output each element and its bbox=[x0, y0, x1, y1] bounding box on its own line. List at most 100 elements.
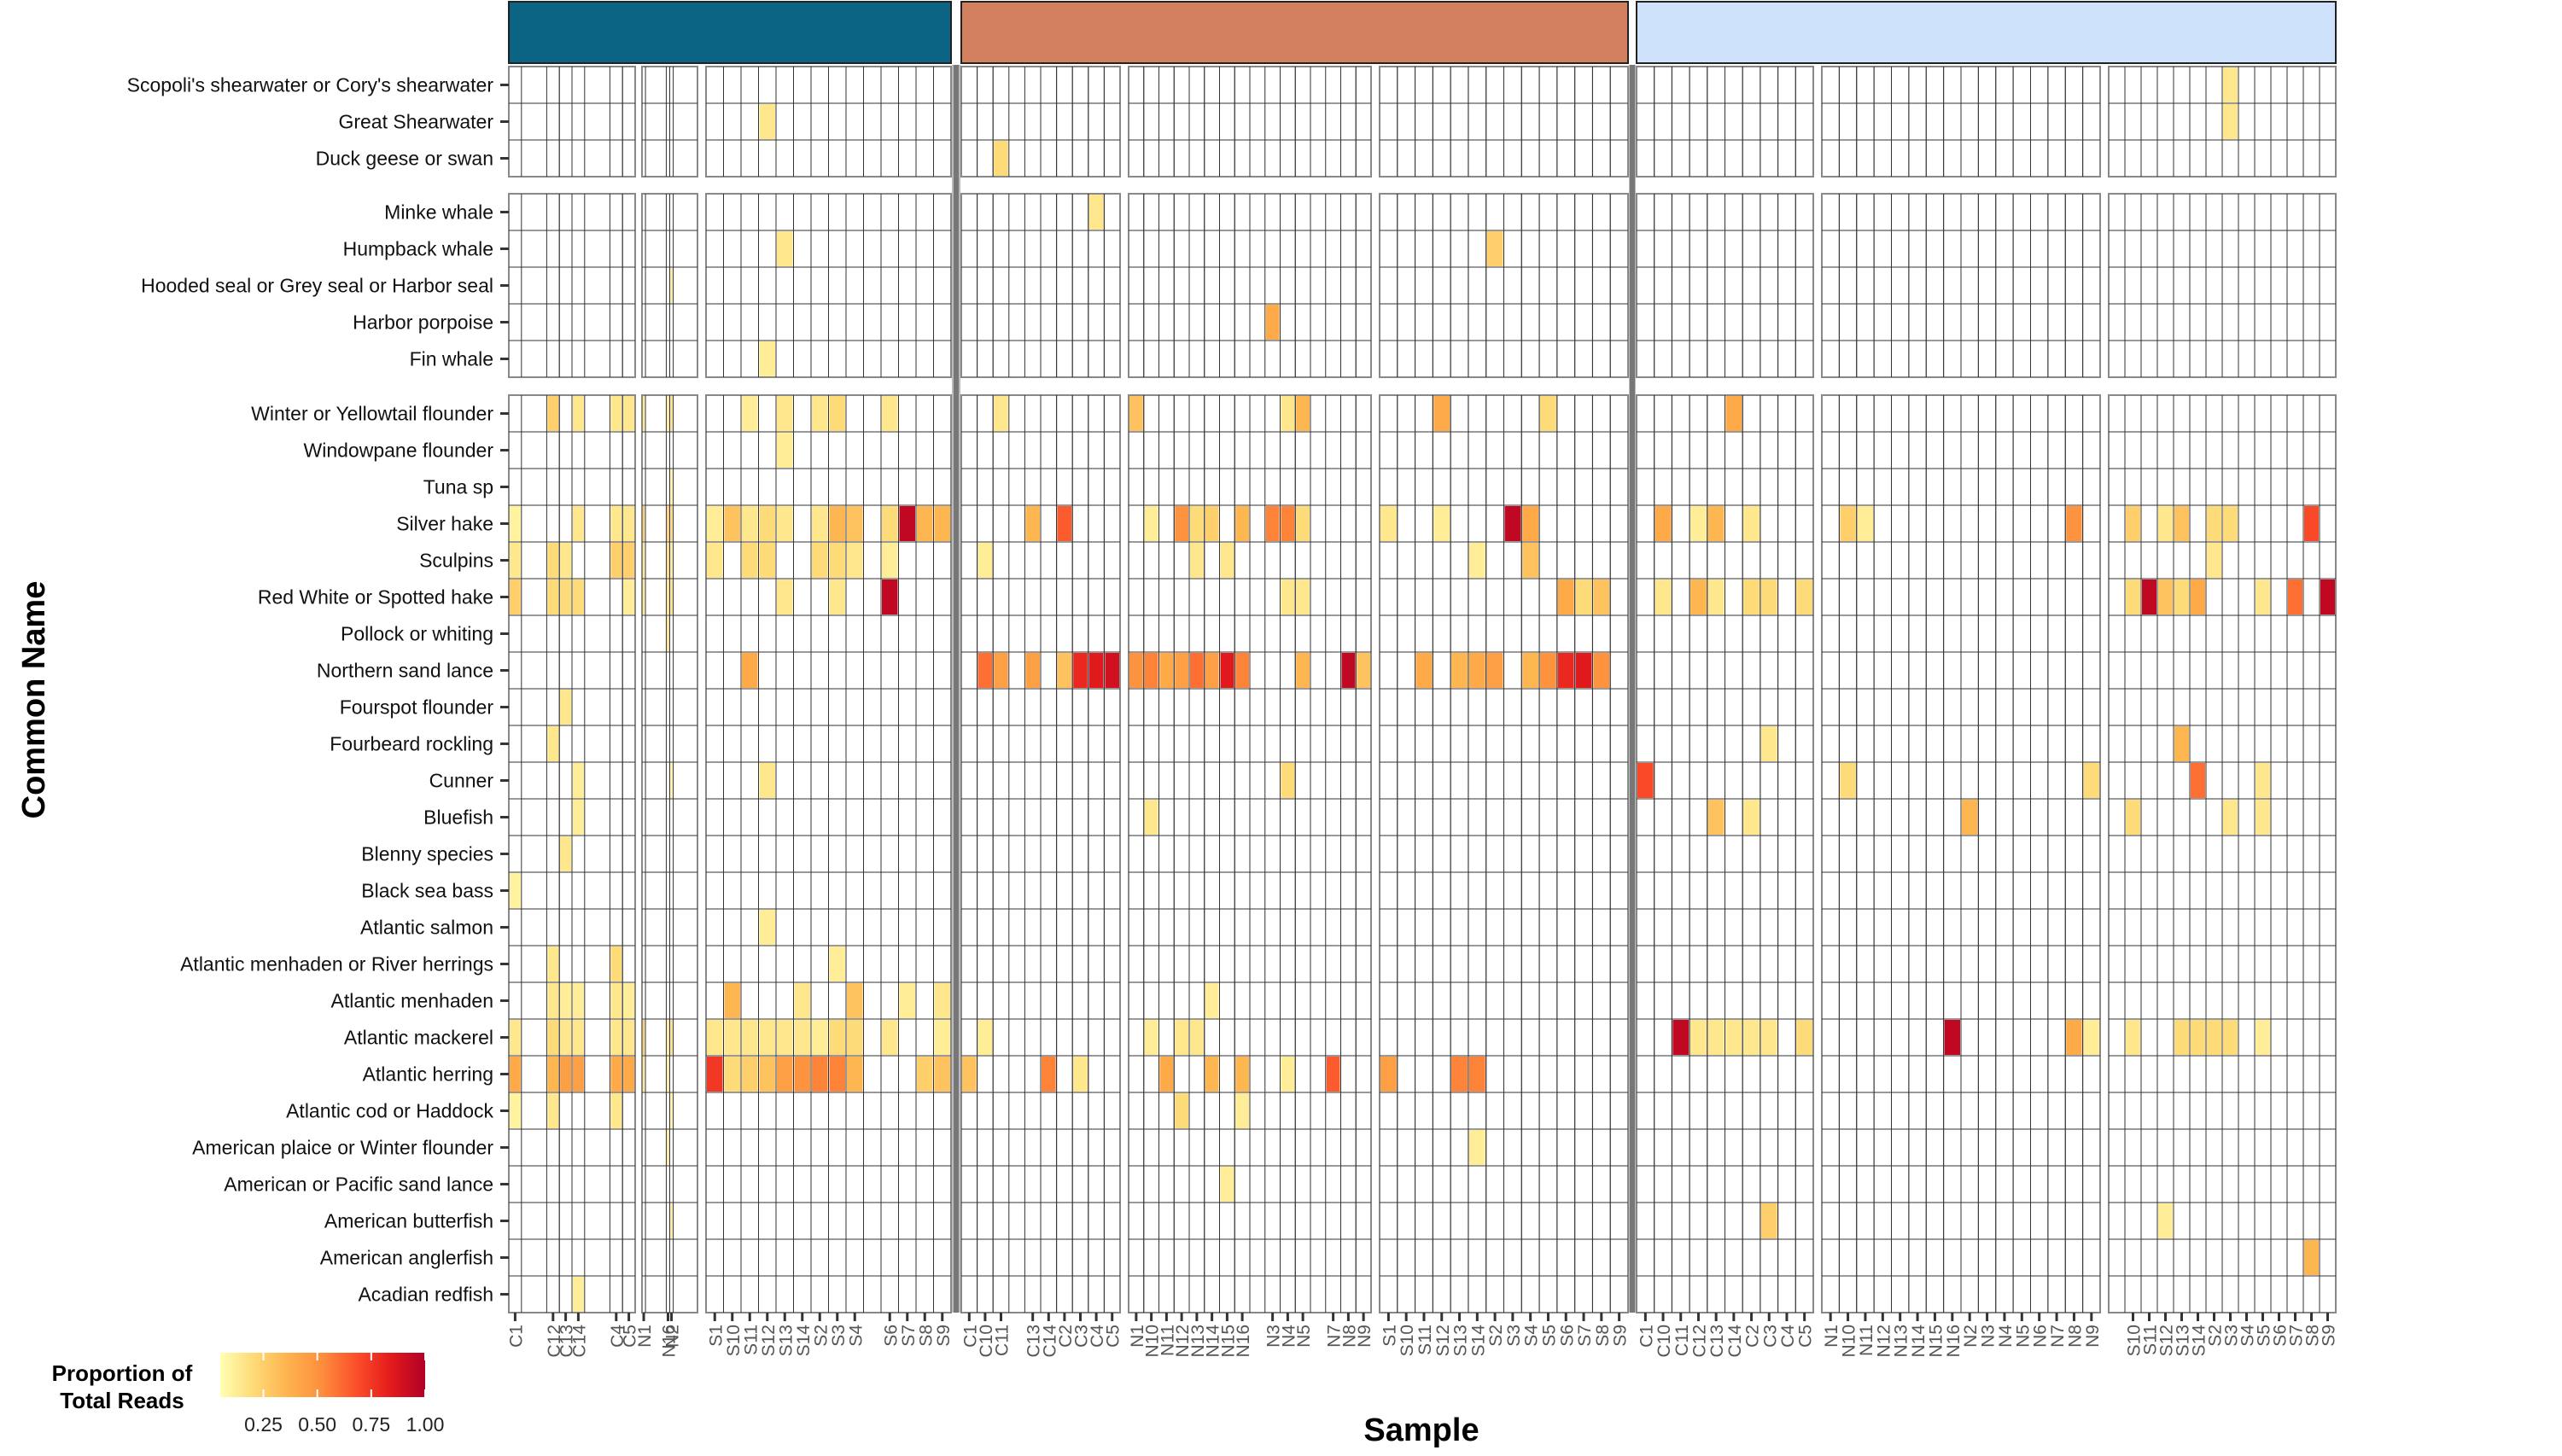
heat-cell-surface-water-s9-red-white-or-spotted-hake bbox=[2320, 579, 2335, 614]
heat-cell-bottom-water-c13-red-white-or-spotted-hake bbox=[560, 579, 571, 614]
heat-cell-bottom-water-n2-tuna-sp bbox=[670, 469, 673, 504]
heat-cell-sediment-n8-northern-sand-lance bbox=[1341, 653, 1356, 688]
x-tick-label-surface-water-s13: S13 bbox=[2174, 1325, 2193, 1356]
heat-cell-sediment-n5-red-white-or-spotted-hake bbox=[1296, 579, 1310, 614]
y-tick-label-american-anglerfish: American anglerfish bbox=[320, 1247, 493, 1269]
x-tick-label-sediment-c10: C10 bbox=[977, 1325, 996, 1358]
heat-cell-surface-water-s10-atlantic-mackerel bbox=[2126, 1020, 2140, 1055]
heat-cell-bottom-water-s9-atlantic-mackerel bbox=[934, 1020, 950, 1055]
heat-cell-sediment-c1-atlantic-herring bbox=[962, 1057, 977, 1092]
heat-cell-bottom-water-n2-silver-hake bbox=[670, 506, 673, 541]
heat-cell-bottom-water-s12-sculpins bbox=[759, 543, 775, 578]
heat-cell-bottom-water-s11-sculpins bbox=[742, 543, 758, 578]
heat-cell-surface-water-c10-red-white-or-spotted-hake bbox=[1655, 579, 1672, 614]
heat-cell-sediment-n13-sculpins bbox=[1190, 543, 1204, 578]
y-tick-label-duck-geese-or-swan: Duck geese or swan bbox=[316, 148, 493, 170]
heat-cell-sediment-n15-american-or-pacific-sand-lance bbox=[1220, 1167, 1234, 1202]
x-tick-label-sediment-s6: S6 bbox=[1557, 1325, 1577, 1347]
y-tick-label-tuna-sp: Tuna sp bbox=[423, 476, 493, 498]
heat-cell-surface-water-c3-red-white-or-spotted-hake bbox=[1760, 579, 1777, 614]
x-tick-label-surface-water-s9: S9 bbox=[2320, 1325, 2339, 1347]
heat-cell-bottom-water-n16-american-plaice-or-winter-flounder bbox=[667, 1130, 669, 1165]
heat-cell-sediment-n14-atlantic-menhaden bbox=[1205, 983, 1219, 1018]
heat-cell-sediment-s2-humpback-whale bbox=[1486, 231, 1503, 266]
heat-cell-surface-water-n11-silver-hake bbox=[1857, 506, 1874, 541]
heat-cell-bottom-water-n1-sculpins bbox=[643, 543, 645, 578]
heat-cell-bottom-water-s4-sculpins bbox=[847, 543, 863, 578]
heat-cell-bottom-water-s10-atlantic-herring bbox=[724, 1057, 740, 1092]
heat-cell-sediment-n5-winter-or-yellowtail-flounder bbox=[1296, 396, 1310, 431]
x-axis-title: Sample bbox=[1363, 1412, 1479, 1448]
heat-cell-bottom-water-c14-silver-hake bbox=[573, 506, 584, 541]
heat-cell-surface-water-s12-american-butterfish bbox=[2158, 1203, 2173, 1238]
heat-cell-bottom-water-c5-atlantic-mackerel bbox=[623, 1020, 634, 1055]
heat-cell-sediment-n10-atlantic-mackerel bbox=[1144, 1020, 1158, 1055]
heat-cell-bottom-water-n1-winter-or-yellowtail-flounder bbox=[643, 396, 645, 431]
heat-cell-sediment-c14-atlantic-herring bbox=[1042, 1057, 1056, 1092]
heat-cell-sediment-n13-atlantic-mackerel bbox=[1190, 1020, 1204, 1055]
heat-cell-surface-water-c3-american-butterfish bbox=[1760, 1203, 1777, 1238]
heat-cell-bottom-water-s3-sculpins bbox=[829, 543, 845, 578]
heat-cell-bottom-water-n1-silver-hake bbox=[643, 506, 645, 541]
heat-cell-sediment-n7-atlantic-herring bbox=[1326, 1057, 1340, 1092]
x-tick-label-surface-water-n10: N10 bbox=[1840, 1325, 1859, 1358]
heat-cell-sediment-s14-sculpins bbox=[1468, 543, 1485, 578]
heat-cell-bottom-water-n1-atlantic-mackerel bbox=[643, 1020, 645, 1055]
heat-cell-sediment-c13-silver-hake bbox=[1025, 506, 1040, 541]
heat-cell-bottom-water-c12-atlantic-herring bbox=[547, 1057, 559, 1092]
heat-cell-sediment-n10-bluefish bbox=[1144, 800, 1158, 835]
heat-cell-sediment-s8-northern-sand-lance bbox=[1593, 653, 1610, 688]
heat-cell-bottom-water-s2-silver-hake bbox=[812, 506, 828, 541]
x-tick-label-bottom-water-s7: S7 bbox=[899, 1325, 919, 1347]
heat-cell-sediment-n15-northern-sand-lance bbox=[1220, 653, 1234, 688]
heat-cell-sediment-n4-red-white-or-spotted-hake bbox=[1281, 579, 1295, 614]
heat-cell-sediment-c13-northern-sand-lance bbox=[1025, 653, 1040, 688]
x-tick-label-bottom-water-s13: S13 bbox=[776, 1325, 796, 1356]
heat-cell-surface-water-n8-atlantic-mackerel bbox=[2066, 1020, 2082, 1055]
heat-cell-bottom-water-s2-sculpins bbox=[812, 543, 828, 578]
heat-cell-surface-water-s13-silver-hake bbox=[2174, 506, 2189, 541]
heat-cell-sediment-c4-minke-whale bbox=[1088, 195, 1104, 230]
heat-cell-sediment-n4-atlantic-herring bbox=[1281, 1057, 1295, 1092]
heat-cell-sediment-s4-sculpins bbox=[1522, 543, 1539, 578]
x-tick-label-sediment-n14: N14 bbox=[1204, 1325, 1223, 1358]
x-tick-label-bottom-water-c13: C13 bbox=[557, 1325, 577, 1358]
heat-cell-bottom-water-n16-winter-or-yellowtail-flounder bbox=[667, 396, 669, 431]
x-tick-label-bottom-water-c12: C12 bbox=[545, 1325, 564, 1358]
x-tick-label-sediment-c11: C11 bbox=[993, 1325, 1013, 1356]
heat-cell-bottom-water-c5-silver-hake bbox=[623, 506, 634, 541]
heat-cell-surface-water-n2-bluefish bbox=[1962, 800, 1978, 835]
x-tick-label-bottom-water-s1: S1 bbox=[706, 1325, 726, 1347]
y-tick-label-atlantic-herring: Atlantic herring bbox=[363, 1063, 493, 1086]
heat-cell-bottom-water-s13-atlantic-mackerel bbox=[777, 1020, 793, 1055]
heat-cell-surface-water-n10-silver-hake bbox=[1840, 506, 1856, 541]
heat-cell-bottom-water-n1-atlantic-herring bbox=[643, 1057, 645, 1092]
y-tick-label-harbor-porpoise: Harbor porpoise bbox=[353, 312, 493, 334]
heat-cell-surface-water-c10-silver-hake bbox=[1655, 506, 1672, 541]
x-tick-label-surface-water-n7: N7 bbox=[2048, 1325, 2068, 1348]
x-tick-label-surface-water-n1: N1 bbox=[1822, 1325, 1841, 1348]
heat-cell-surface-water-s13-atlantic-mackerel bbox=[2174, 1020, 2189, 1055]
x-tick-label-sediment-s9: S9 bbox=[1611, 1325, 1631, 1347]
heat-cell-bottom-water-n2-atlantic-cod-or-haddock bbox=[670, 1093, 673, 1128]
x-tick-label-surface-water-n12: N12 bbox=[1874, 1325, 1894, 1358]
heat-cell-sediment-n15-sculpins bbox=[1220, 543, 1234, 578]
heat-cell-bottom-water-n16-pollock-or-whiting bbox=[667, 616, 669, 651]
x-tick-label-surface-water-c14: C14 bbox=[1725, 1325, 1745, 1358]
heat-cell-surface-water-c2-bluefish bbox=[1743, 800, 1760, 835]
heat-cell-surface-water-s3-scopoli-s-shearwater-or-cory-s-shearwater bbox=[2223, 67, 2238, 102]
heat-cell-bottom-water-c14-cunner bbox=[573, 763, 584, 798]
legend-title-line: Proportion of bbox=[52, 1360, 193, 1386]
heat-cell-bottom-water-c13-atlantic-mackerel bbox=[560, 1020, 571, 1055]
heat-cell-sediment-s14-northern-sand-lance bbox=[1468, 653, 1485, 688]
y-tick-label-atlantic-menhaden: Atlantic menhaden bbox=[330, 990, 493, 1012]
heat-cell-bottom-water-c14-atlantic-menhaden bbox=[573, 983, 584, 1018]
legend-colorbar bbox=[220, 1353, 425, 1397]
heat-cell-sediment-s8-red-white-or-spotted-hake bbox=[1593, 579, 1610, 614]
heat-cell-surface-water-s12-red-white-or-spotted-hake bbox=[2158, 579, 2173, 614]
heat-cell-sediment-s1-silver-hake bbox=[1380, 506, 1397, 541]
heat-cell-bottom-water-s12-atlantic-salmon bbox=[759, 910, 775, 945]
x-tick-label-sediment-s14: S14 bbox=[1468, 1325, 1488, 1357]
y-axis-title: Common Name bbox=[16, 581, 52, 819]
heat-cell-sediment-c5-northern-sand-lance bbox=[1105, 653, 1119, 688]
